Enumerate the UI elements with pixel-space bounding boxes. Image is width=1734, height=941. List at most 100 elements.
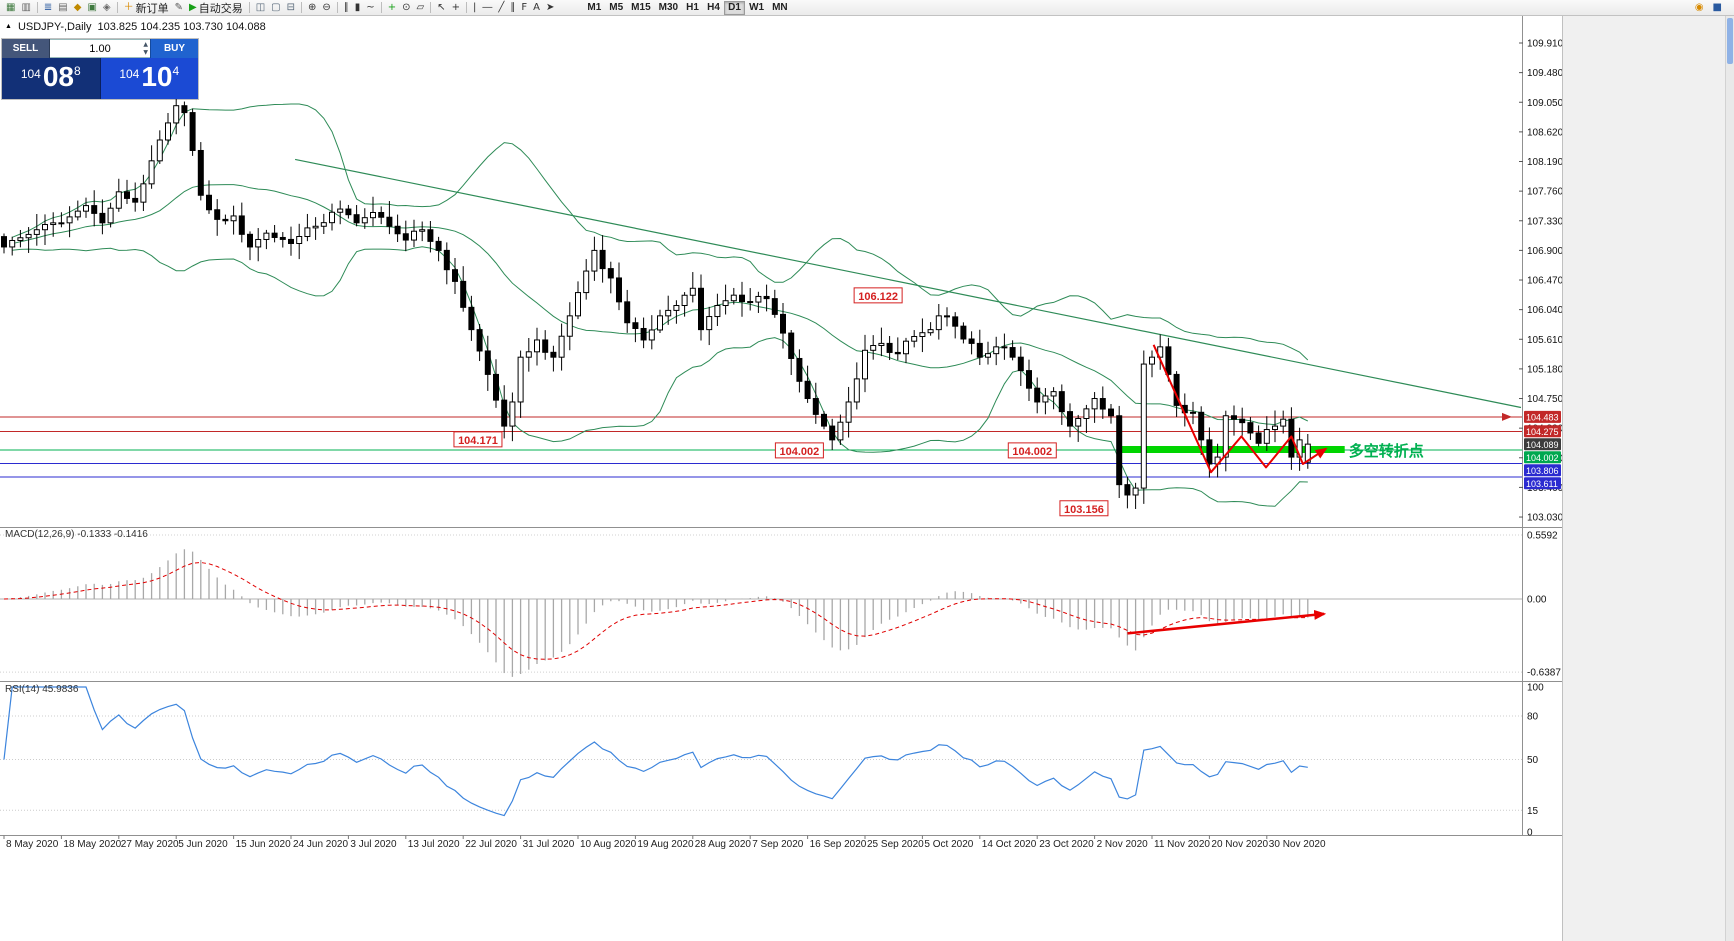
svg-text:104.275: 104.275 <box>1526 427 1559 437</box>
timeframe-d1[interactable]: D1 <box>724 0 746 15</box>
rsi-pane[interactable] <box>0 686 1522 817</box>
buy-price[interactable]: 104 10 4 <box>99 58 198 99</box>
toolbar-separator <box>465 2 467 13</box>
time-axis-label: 10 Aug 2020 <box>580 839 637 850</box>
toolbar-templates[interactable]: ▱ <box>413 1 427 15</box>
tile-windows-icon: ◫ <box>255 1 266 13</box>
toolbar-indicators-list[interactable]: + <box>385 1 399 15</box>
toolbar-navigator[interactable]: ◆ <box>71 1 85 15</box>
sell-button[interactable]: SELL <box>2 39 50 58</box>
toolbar-new-order[interactable]: ＋新订单 <box>121 1 172 15</box>
timeframe-mn[interactable]: MN <box>768 1 792 15</box>
toolbar-terminal[interactable]: ▣ <box>84 1 99 15</box>
trend-zigzag-annotation[interactable] <box>1152 344 1328 474</box>
main-price-pane[interactable]: 106.122 104.171 104.002 104.002 103.156 多空转折点 <box>0 92 1522 517</box>
toolbar-metaeditor[interactable]: ✎ <box>172 1 186 15</box>
toolbar-fibonacci[interactable]: F <box>518 1 530 15</box>
turning-point-label[interactable]: 多空转折点 <box>1349 442 1424 460</box>
volume-down-icon[interactable]: ▼ <box>143 49 148 56</box>
arrange-windows-icon: ⊟ <box>286 1 295 13</box>
macd-trend-arrow[interactable] <box>1127 609 1327 635</box>
toolbar-line-chart-mode[interactable]: ~ <box>363 1 377 15</box>
price-axis-label: 107.330 <box>1527 216 1562 227</box>
price-label-box[interactable]: 104.002 <box>774 442 824 459</box>
toolbar-separator <box>336 2 338 13</box>
toolbar-separator <box>116 2 118 13</box>
navigator-icon: ◆ <box>73 1 82 13</box>
time-axis-label: 24 Jun 2020 <box>293 839 348 850</box>
volume-up-icon[interactable]: ▲ <box>143 41 148 48</box>
time-axis-label: 13 Jul 2020 <box>408 839 460 850</box>
toolbar-arrows-tool[interactable]: ➤ <box>543 1 557 15</box>
timeframe-m1[interactable]: M1 <box>583 1 605 15</box>
volume-value[interactable]: 1.00 <box>89 42 111 55</box>
macd-pane[interactable] <box>0 534 1522 677</box>
toolbar-separator <box>36 2 38 13</box>
toolbar-help[interactable]: ◉ <box>1692 1 1707 15</box>
macd-axis-label: 0.5592 <box>1527 530 1558 541</box>
bollinger-lower-band[interactable] <box>12 246 1308 507</box>
toolbar-separator <box>301 2 302 13</box>
toolbar-cursor[interactable]: ↖ <box>434 1 448 15</box>
toolbar-new-chart[interactable]: ▦ <box>3 1 18 15</box>
buy-button[interactable]: BUY <box>150 39 198 58</box>
svg-text:104.002: 104.002 <box>780 446 820 458</box>
macd-histogram <box>11 549 1309 677</box>
timeframe-m15[interactable]: M15 <box>627 1 654 15</box>
macd-indicator-label: MACD(12,26,9) -0.1333 -0.1416 <box>5 529 148 540</box>
timeframe-w1[interactable]: W1 <box>745 1 768 15</box>
toolbar-strategy-tester[interactable]: ◈ <box>100 1 114 15</box>
toolbar-data-window[interactable]: ▤ <box>55 1 70 15</box>
time-axis-label: 20 Nov 2020 <box>1211 839 1268 850</box>
scrollbar-thumb[interactable] <box>1727 18 1733 64</box>
strategy-tester-icon: ◈ <box>102 1 111 13</box>
price-label-box[interactable]: 104.002 <box>1007 442 1057 459</box>
toolbar-chart-profiles[interactable]: ▥ <box>18 1 33 15</box>
toolbar-autotrading[interactable]: ▶ 自动交易 <box>186 1 246 15</box>
toolbar-vertical-line[interactable]: | <box>470 1 479 15</box>
bollinger-upper-band[interactable] <box>12 103 1309 361</box>
svg-text:104.089: 104.089 <box>1526 440 1559 450</box>
macd-axis-label: -0.6387 <box>1527 668 1561 679</box>
timeframe-m30[interactable]: M30 <box>655 1 682 15</box>
volume-spinner[interactable]: ▲ ▼ <box>143 41 148 57</box>
toolbar-market-watch[interactable]: ≣ <box>41 1 55 15</box>
timeframe-toolbar: M1 M5 M15 M30 H1 H4 D1 W1 MN <box>583 0 792 15</box>
toolbar-bar-chart-mode[interactable]: ∥ <box>341 1 352 15</box>
timeframe-h1[interactable]: H1 <box>682 1 703 15</box>
toolbar-horizontal-line[interactable]: ― <box>479 1 495 15</box>
toolbar-equidistant-channel[interactable]: ∥ <box>507 1 518 15</box>
toolbar-zoom-out[interactable]: ⊖ <box>319 1 333 15</box>
toolbar-cascade-windows[interactable]: ▢ <box>268 1 283 15</box>
vertical-line-icon: | <box>472 1 477 13</box>
price-axis-label: 106.900 <box>1527 246 1562 257</box>
volume-field[interactable]: 1.00 ▲ ▼ <box>50 39 150 58</box>
toolbar-community[interactable]: ■ <box>1710 1 1725 15</box>
toolbar-arrange-windows[interactable]: ⊟ <box>284 1 298 15</box>
toolbar-tile-windows[interactable]: ◫ <box>253 1 268 15</box>
toolbar-trendline[interactable]: ╱ <box>495 1 507 15</box>
time-axis-label: 27 May 2020 <box>121 839 179 850</box>
price-label-box[interactable]: 106.122 <box>853 287 903 304</box>
vertical-scrollbar[interactable] <box>1725 16 1734 941</box>
toolbar-crosshair[interactable]: + <box>449 1 463 15</box>
toolbar-candlestick-mode[interactable]: ▮ <box>352 1 364 15</box>
toolbar-periods[interactable]: ⊙ <box>399 1 413 15</box>
chart-canvas[interactable]: 106.122 104.171 104.002 104.002 103.156 多空转折点… <box>0 16 1562 941</box>
toolbar-text-label[interactable]: A <box>530 1 543 15</box>
timeframe-m5[interactable]: M5 <box>605 1 627 15</box>
toolbar-zoom-in[interactable]: ⊕ <box>305 1 319 15</box>
time-axis-label: 19 Aug 2020 <box>637 839 694 850</box>
price-label-box[interactable]: 103.156 <box>1059 500 1109 517</box>
price-arrow-icon[interactable] <box>1502 412 1512 421</box>
timeframe-h4[interactable]: H4 <box>703 1 724 15</box>
descending-trendline[interactable] <box>294 158 1522 409</box>
price-label-box[interactable]: 104.171 <box>453 431 503 448</box>
sell-price[interactable]: 104 08 8 <box>2 58 100 99</box>
new-order-icon: ＋ <box>123 1 134 13</box>
time-axis-label: 14 Oct 2020 <box>982 839 1037 850</box>
market-watch-icon: ≣ <box>43 1 53 13</box>
symbol-ohlc-values: 103.825 104.235 103.730 104.088 <box>97 21 266 33</box>
price-tag: 103.806 <box>1524 464 1561 477</box>
